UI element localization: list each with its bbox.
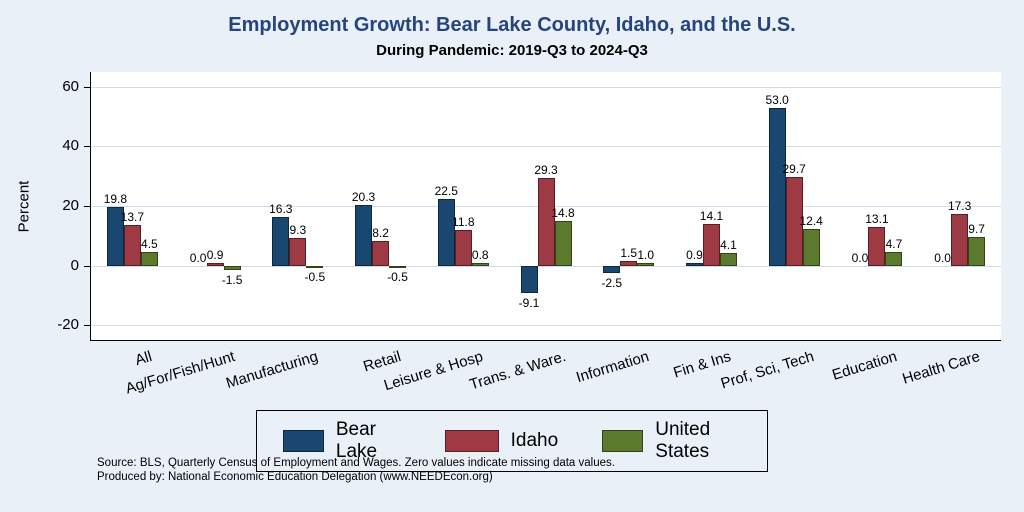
legend-item: United States bbox=[602, 419, 741, 463]
bar bbox=[554, 221, 572, 266]
chart-subtitle: During Pandemic: 2019-Q3 to 2024-Q3 bbox=[376, 42, 648, 59]
bar bbox=[123, 224, 141, 266]
y-tick-label: 40 bbox=[62, 137, 79, 155]
legend-swatch bbox=[444, 430, 499, 452]
y-axis-tick bbox=[84, 86, 91, 88]
bar bbox=[140, 252, 158, 266]
gridline bbox=[91, 86, 1001, 88]
bar bbox=[802, 228, 820, 266]
legend-swatch bbox=[602, 430, 644, 452]
bar-value-label: 22.5 bbox=[434, 183, 458, 198]
bar bbox=[223, 265, 241, 270]
bar-value-label: 14.8 bbox=[551, 206, 575, 221]
y-axis-label: Percent bbox=[15, 180, 33, 233]
bar-value-label: 0.9 bbox=[686, 247, 703, 262]
bar-value-label: 9.3 bbox=[289, 222, 307, 237]
bar-value-label: 4.1 bbox=[720, 238, 737, 253]
bar bbox=[520, 265, 538, 293]
bar-value-label: 11.8 bbox=[452, 215, 475, 230]
bar bbox=[289, 237, 307, 266]
bar bbox=[603, 265, 621, 273]
bar-value-label: 9.7 bbox=[968, 221, 985, 236]
bar-value-label: -0.5 bbox=[304, 270, 326, 285]
source-note: Source: BLS, Quarterly Census of Employm… bbox=[97, 456, 615, 484]
bar-value-label: 12.4 bbox=[799, 213, 823, 228]
bar-value-label: 14.1 bbox=[699, 208, 724, 223]
bar-value-label: 0.8 bbox=[471, 248, 489, 263]
bar-value-label: 29.3 bbox=[534, 163, 558, 178]
y-tick-label: 0 bbox=[70, 256, 79, 274]
bar bbox=[719, 253, 737, 266]
bar bbox=[620, 261, 638, 266]
bar-value-label: 16.3 bbox=[269, 202, 293, 217]
bar bbox=[372, 241, 390, 266]
legend-item: Bear Lake bbox=[283, 419, 401, 463]
chart-title: Employment Growth: Bear Lake County, Ida… bbox=[228, 14, 796, 36]
bar bbox=[968, 236, 986, 266]
bar bbox=[702, 223, 720, 266]
bar-value-label: -1.5 bbox=[221, 273, 243, 288]
bar bbox=[537, 178, 555, 266]
source-line-2: Produced by: National Economic Education… bbox=[97, 471, 493, 483]
bar-value-label: 29.7 bbox=[782, 162, 806, 177]
y-tick-label: -20 bbox=[57, 316, 79, 334]
bar bbox=[951, 214, 969, 266]
legend-swatch bbox=[283, 430, 324, 452]
bar-value-label: 4.7 bbox=[885, 236, 903, 251]
bar bbox=[454, 230, 472, 266]
bar-value-label: 17.3 bbox=[947, 199, 972, 214]
bar-value-label: 20.3 bbox=[351, 190, 376, 205]
legend: Bear Lake Idaho United States bbox=[256, 410, 768, 472]
bar-value-label: 0.0 bbox=[934, 250, 951, 265]
bar-value-label: 8.2 bbox=[372, 226, 389, 241]
bar-value-label: -2.5 bbox=[601, 276, 623, 290]
bar-value-label: 1.5 bbox=[620, 246, 638, 261]
bar-value-label: 13.7 bbox=[120, 209, 145, 224]
bar bbox=[306, 265, 324, 268]
bar-value-label: 1.0 bbox=[637, 247, 655, 262]
y-axis-tick bbox=[84, 146, 91, 148]
bar bbox=[885, 251, 903, 266]
bar-value-label: 4.5 bbox=[141, 237, 158, 252]
bar bbox=[785, 177, 803, 266]
bar-value-label: 53.0 bbox=[765, 92, 789, 107]
gridline bbox=[91, 146, 1001, 148]
legend-label: United States bbox=[655, 419, 711, 462]
y-axis-tick bbox=[84, 265, 91, 267]
bar-value-label: 19.8 bbox=[103, 191, 128, 206]
bar bbox=[471, 263, 489, 266]
bar bbox=[768, 107, 786, 266]
bar bbox=[637, 262, 655, 266]
bar bbox=[206, 262, 224, 266]
bar-value-label: 13.1 bbox=[865, 211, 889, 226]
bar bbox=[272, 217, 290, 266]
legend-label: Idaho bbox=[510, 430, 559, 451]
bar-value-label: -9.1 bbox=[518, 295, 540, 310]
bar bbox=[437, 198, 455, 266]
bar bbox=[685, 262, 703, 266]
gridline bbox=[91, 265, 1001, 267]
source-line-1: Source: BLS, Quarterly Census of Employm… bbox=[97, 457, 615, 469]
bar-value-label: -0.5 bbox=[387, 270, 408, 285]
plot-area: -20 0 20 40 60 19.8 13.7 4.5 0.0 0.9 -1.5 16.3 9.3 -0… bbox=[57, 72, 1001, 341]
y-tick-label: 60 bbox=[62, 77, 79, 95]
bar bbox=[355, 205, 373, 266]
y-tick-label: 20 bbox=[62, 197, 79, 214]
bar bbox=[106, 206, 124, 266]
bar-value-label: 0.0 bbox=[189, 250, 207, 265]
legend-item: Idaho bbox=[444, 430, 559, 452]
bar-value-label: 0.9 bbox=[206, 247, 224, 262]
y-axis-tick bbox=[84, 325, 91, 327]
legend-label: Bear Lake bbox=[335, 419, 378, 462]
y-axis-tick bbox=[84, 206, 91, 207]
bar bbox=[389, 265, 407, 268]
gridline bbox=[91, 325, 1001, 327]
bar bbox=[868, 226, 886, 266]
bar-value-label: 0.0 bbox=[851, 250, 869, 265]
